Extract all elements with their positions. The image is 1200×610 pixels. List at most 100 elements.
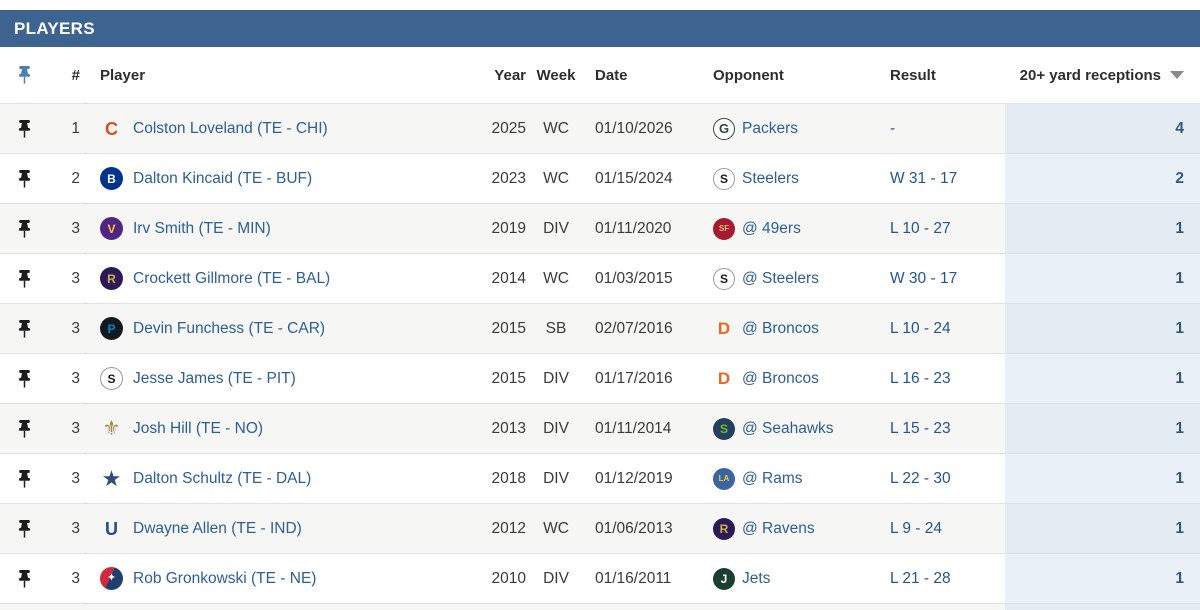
team-logo: U <box>105 518 118 539</box>
pin-row-button[interactable] <box>15 468 34 490</box>
date-value: 01/06/2013 <box>595 519 673 537</box>
header-result[interactable]: Result <box>890 66 936 84</box>
date-value: 01/15/2024 <box>595 169 673 187</box>
header-player[interactable]: Player <box>100 66 146 84</box>
rank-value: 3 <box>71 319 80 337</box>
table-row: 2 B Dalton Kincaid (TE - BUF) 2023 WC 01… <box>0 154 1200 203</box>
result-link[interactable]: L 22 - 30 <box>890 469 951 487</box>
opponent-logo: R <box>713 517 735 540</box>
opponent-logo: D <box>717 319 731 338</box>
pin-row-button[interactable] <box>15 268 34 290</box>
result-link[interactable]: - <box>890 119 896 137</box>
result-link[interactable]: L 9 - 24 <box>890 519 942 537</box>
pin-row-button[interactable] <box>15 218 34 240</box>
pin-icon <box>18 66 30 84</box>
player-link[interactable]: Rob Gronkowski (TE - NE) <box>133 569 317 587</box>
header-year[interactable]: Year <box>494 66 526 84</box>
pin-icon <box>18 519 30 538</box>
opponent-logo: S <box>713 167 735 190</box>
header-week[interactable]: Week <box>536 66 576 84</box>
header-pin-cell[interactable] <box>0 66 48 84</box>
table-row: 3 U Dwayne Allen (TE - IND) 2012 WC 01/0… <box>0 504 1200 553</box>
opponent-logo: G <box>713 117 735 140</box>
player-link[interactable]: Dalton Kincaid (TE - BUF) <box>133 169 313 187</box>
opponent-link[interactable]: @ Seahawks <box>742 419 834 437</box>
date-value: 01/17/2016 <box>595 369 673 387</box>
pin-row-button[interactable] <box>15 518 34 540</box>
year-value: 2025 <box>491 119 526 137</box>
pin-row-button[interactable] <box>15 418 34 440</box>
header-date[interactable]: Date <box>595 66 628 84</box>
pin-icon <box>18 469 30 488</box>
player-link[interactable]: Devin Funchess (TE - CAR) <box>133 319 326 337</box>
pin-icon <box>18 219 30 238</box>
week-value: WC <box>543 119 569 137</box>
pin-icon <box>18 419 30 438</box>
player-link[interactable]: Dwayne Allen (TE - IND) <box>133 519 302 537</box>
table-row: 3 ✦ Rob Gronkowski (TE - NE) 2010 DIV 01… <box>0 554 1200 603</box>
header-rank[interactable]: # <box>71 66 80 84</box>
opponent-logo: SF <box>713 217 735 240</box>
pin-icon <box>18 369 30 388</box>
section-title: PLAYERS <box>14 18 95 38</box>
pin-row-button[interactable] <box>15 368 34 390</box>
header-stat-label: 20+ yard receptions <box>1019 66 1161 84</box>
pin-icon <box>18 269 30 288</box>
team-logo: S <box>100 367 123 390</box>
pin-row-button[interactable] <box>15 168 34 190</box>
rank-value: 3 <box>71 419 80 437</box>
opponent-link[interactable]: @ Ravens <box>742 519 815 537</box>
result-link[interactable]: L 10 - 27 <box>890 219 951 237</box>
week-value: DIV <box>543 569 569 587</box>
pin-row-button[interactable] <box>15 318 34 340</box>
week-value: DIV <box>543 369 569 387</box>
pin-icon <box>18 319 30 338</box>
result-link[interactable]: W 30 - 17 <box>890 269 958 287</box>
rank-value: 3 <box>71 469 80 487</box>
opponent-logo: J <box>713 567 735 590</box>
rank-value: 2 <box>71 169 80 187</box>
opponent-link[interactable]: @ 49ers <box>742 219 801 237</box>
opponent-link[interactable]: Packers <box>742 119 798 137</box>
opponent-link[interactable]: @ Rams <box>742 469 803 487</box>
year-value: 2015 <box>491 319 526 337</box>
year-value: 2015 <box>491 369 526 387</box>
result-link[interactable]: L 16 - 23 <box>890 369 951 387</box>
rank-value: 3 <box>71 269 80 287</box>
table-body: 1 C Colston Loveland (TE - CHI) 2025 WC … <box>0 104 1200 603</box>
opponent-link[interactable]: @ Broncos <box>742 319 819 337</box>
date-value: 01/11/2014 <box>595 419 672 437</box>
result-link[interactable]: L 15 - 23 <box>890 419 951 437</box>
pin-row-button[interactable] <box>15 118 34 140</box>
year-value: 2019 <box>491 219 526 237</box>
date-value: 02/07/2016 <box>595 319 673 337</box>
result-link[interactable]: L 21 - 28 <box>890 569 951 587</box>
date-value: 01/11/2020 <box>595 219 672 237</box>
opponent-link[interactable]: @ Broncos <box>742 369 819 387</box>
result-link[interactable]: W 31 - 17 <box>890 169 958 187</box>
player-link[interactable]: Dalton Schultz (TE - DAL) <box>133 469 312 487</box>
opponent-link[interactable]: Steelers <box>742 169 799 187</box>
pin-row-button[interactable] <box>15 568 34 590</box>
opponent-link[interactable]: @ Steelers <box>742 269 819 287</box>
date-value: 01/10/2026 <box>595 119 673 137</box>
player-link[interactable]: Crockett Gillmore (TE - BAL) <box>133 269 331 287</box>
table-header-row: # Player Year Week Date Opponent Result … <box>0 47 1200 103</box>
player-link[interactable]: Josh Hill (TE - NO) <box>133 419 264 437</box>
player-link[interactable]: Irv Smith (TE - MIN) <box>133 219 271 237</box>
result-link[interactable]: L 10 - 24 <box>890 319 951 337</box>
opponent-logo: S <box>713 417 735 440</box>
year-value: 2018 <box>491 469 526 487</box>
year-value: 2023 <box>491 169 526 187</box>
opponent-link[interactable]: Jets <box>742 569 771 587</box>
rank-value: 3 <box>71 519 80 537</box>
stat-value: 1 <box>1005 304 1200 353</box>
player-link[interactable]: Jesse James (TE - PIT) <box>133 369 296 387</box>
rank-value: 3 <box>71 219 80 237</box>
player-link[interactable]: Colston Loveland (TE - CHI) <box>133 119 328 137</box>
table-row: 3 ⚜ Josh Hill (TE - NO) 2013 DIV 01/11/2… <box>0 404 1200 453</box>
week-value: DIV <box>543 469 569 487</box>
header-stat-sorted[interactable]: 20+ yard receptions <box>1005 47 1200 103</box>
pin-icon <box>18 169 30 188</box>
header-opponent[interactable]: Opponent <box>713 66 784 84</box>
